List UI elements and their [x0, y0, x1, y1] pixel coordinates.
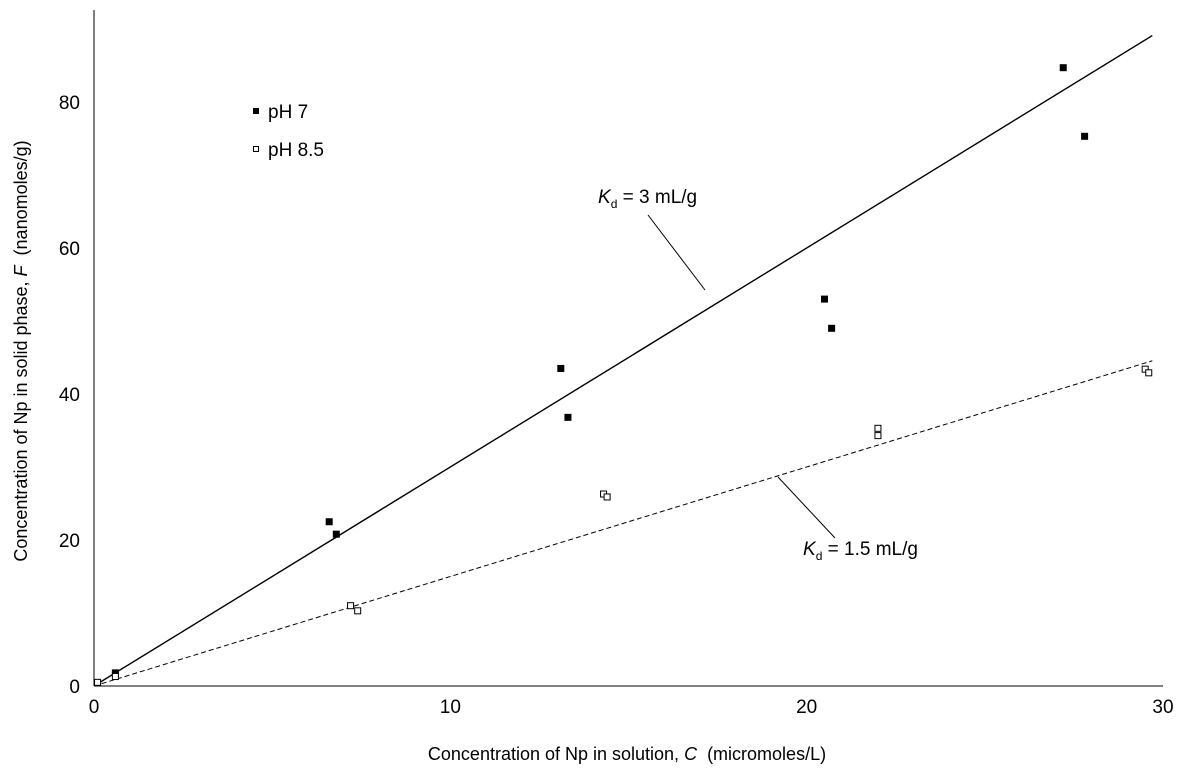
axes: [93, 10, 1163, 687]
data-point-ph7: [1081, 132, 1089, 140]
x-tick-labels: 0 10 20 30: [89, 697, 1174, 718]
data-point-ph85: [1145, 369, 1153, 377]
annotation-kd15-leader: [777, 476, 836, 539]
data-point-ph7: [557, 364, 565, 372]
legend-label-ph7: pH 7: [268, 102, 308, 123]
data-point-ph7: [332, 530, 340, 538]
data-point-ph7: [111, 669, 119, 677]
x-tick-label: 20: [796, 697, 817, 718]
x-tick-label: 10: [440, 697, 461, 718]
data-point-ph7: [325, 518, 333, 526]
legend-marker-ph7: [253, 108, 259, 114]
legend-label-ph85: pH 8.5: [268, 140, 324, 161]
annotation-kd15: Kd = 1.5 mL/g: [777, 476, 918, 563]
data-point-ph7: [820, 295, 828, 303]
y-tick-label: 80: [59, 93, 80, 114]
fit-lines: [93, 34, 1153, 687]
fit-line-2: [93, 360, 1153, 687]
data-point-ph85: [874, 424, 882, 432]
annotation-kd3-label: Kd = 3 mL/g: [598, 187, 697, 211]
x-tick-label: 30: [1152, 697, 1173, 718]
data-point-ph85: [111, 673, 119, 681]
data-point-ph85: [347, 602, 355, 610]
y-tick-labels: 0 20 40 60 80: [59, 93, 80, 698]
data-points: [94, 64, 1153, 686]
annotation-kd3-leader: [647, 214, 706, 291]
annotation-kd15-label: Kd = 1.5 mL/g: [803, 539, 918, 563]
legend: pH 7 pH 8.5: [253, 102, 324, 161]
data-point-ph85: [94, 678, 102, 686]
data-point-ph85: [603, 493, 611, 501]
data-point-ph7: [828, 324, 836, 332]
y-axis-label: Concentration of Np in solid phase, F (n…: [11, 140, 31, 561]
data-point-ph7: [564, 413, 572, 421]
y-tick-label: 40: [59, 385, 80, 406]
x-axis-label: Concentration of Np in solution, C (micr…: [428, 744, 826, 764]
data-point-ph7: [1059, 64, 1067, 72]
legend-marker-ph85: [253, 146, 259, 152]
y-tick-label: 0: [69, 677, 80, 698]
data-point-ph85: [874, 432, 882, 440]
x-tick-label: 0: [89, 697, 100, 718]
y-tick-label: 20: [59, 531, 80, 552]
data-point-ph85: [1141, 365, 1149, 373]
fit-line-1: [93, 34, 1153, 687]
annotation-kd3: Kd = 3 mL/g: [598, 187, 706, 291]
data-point-ph85: [354, 607, 362, 615]
y-tick-label: 60: [59, 239, 80, 260]
